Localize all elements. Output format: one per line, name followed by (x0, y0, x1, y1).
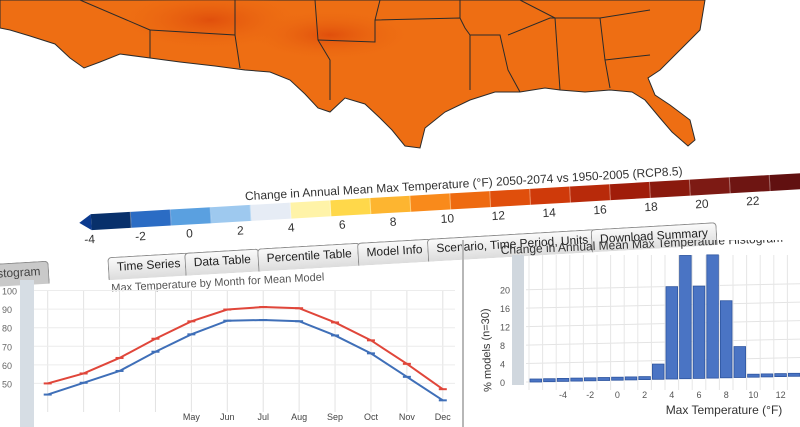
horizontal-gridline (525, 283, 800, 291)
y-tick-label: 100 (2, 287, 17, 297)
horizontal-gridline (525, 338, 800, 346)
color-scale-segment (330, 198, 372, 217)
y-tick-label: 20 (500, 286, 510, 296)
y-tick-label: 8 (500, 341, 505, 351)
x-tick-label: -4 (559, 390, 567, 400)
charts-area: Max Temperature by Month for Mean Model … (0, 240, 800, 427)
x-tick-label: 8 (724, 390, 729, 400)
color-scale-tick-label: 20 (694, 196, 709, 212)
x-tick-label: 2 (642, 390, 647, 400)
color-scale-segment (649, 179, 691, 198)
color-scale-tick-label: 12 (491, 208, 506, 224)
histogram-bar (665, 286, 679, 380)
y-tick-label: 90 (2, 305, 12, 315)
histogram-bar (556, 377, 570, 382)
series-line (47, 306, 444, 391)
color-scale-segment (729, 174, 771, 194)
x-tick-label: Oct (364, 412, 379, 422)
histogram-x-axis-label: Max Temperature (°F) (666, 403, 783, 417)
color-scale-segment (210, 204, 252, 224)
x-tick-label: 4 (669, 390, 674, 400)
histogram-bar (747, 373, 760, 378)
histogram-bar (760, 373, 774, 378)
color-scale-segment (250, 202, 292, 221)
temperature-change-histogram: Change in Annual Mean Max Temperature Hi… (480, 240, 800, 417)
color-scale-segment (689, 177, 731, 196)
x-tick-label: 6 (696, 390, 701, 400)
x-tick-label: Jul (257, 412, 269, 422)
x-tick-label: Aug (291, 412, 307, 422)
state-borders (79, 0, 651, 100)
x-tick-label: Dec (435, 412, 452, 422)
x-tick-label: 0 (615, 390, 620, 400)
color-scale-segment (170, 207, 212, 226)
color-scale-segment (130, 209, 172, 228)
x-tick-label: Nov (399, 412, 416, 422)
histogram-bar (692, 285, 706, 379)
y-tick-label: 12 (500, 323, 510, 333)
temperature-change-map (0, 0, 706, 149)
y-axis-band (512, 255, 524, 385)
horizontal-gridline (525, 320, 800, 328)
monthly-max-temperature-chart: Max Temperature by Month for Mean Model … (2, 271, 455, 427)
histogram-bar (774, 373, 787, 378)
panel-divider (462, 240, 464, 427)
histogram-bar (584, 377, 597, 382)
color-scale-tick-label: 6 (338, 217, 346, 232)
right-chart-title: Change in Annual Mean Max Temperature Hi… (500, 240, 783, 257)
x-tick-label: Sep (327, 412, 343, 422)
x-tick-label: Jun (220, 412, 235, 422)
histogram-bar (624, 376, 638, 381)
color-scale-segment (609, 181, 651, 201)
color-scale-segment (490, 188, 532, 208)
colorbar-min-arrow (78, 214, 92, 231)
histogram-bar (570, 377, 583, 382)
color-scale-segment (450, 191, 492, 210)
color-scale-tick-label: 8 (389, 214, 397, 229)
x-tick-label: May (183, 412, 201, 422)
color-scale-tick-label: 4 (287, 220, 296, 235)
color-scale-tick-label: 2 (236, 223, 245, 238)
color-scale-tick-label: 10 (440, 211, 455, 226)
left-chart-title: Max Temperature by Month for Mean Model (111, 271, 325, 294)
color-scale-segment (90, 211, 132, 231)
color-scale-segment (530, 186, 571, 205)
y-tick-label: 16 (500, 304, 510, 314)
color-scale-tick-label: 14 (542, 205, 557, 221)
histogram-bar (733, 346, 747, 378)
series-line (47, 319, 444, 402)
color-scale-segment (370, 195, 412, 214)
histogram-bar (638, 376, 651, 381)
color-scale-segment (570, 184, 611, 203)
y-tick-label: 4 (500, 360, 505, 370)
histogram-bar (679, 255, 692, 380)
x-tick-label: -2 (586, 390, 594, 400)
histogram-bar (529, 378, 543, 383)
histogram-y-axis-label: % models (n=30) (480, 308, 495, 392)
color-scale-segment (769, 172, 800, 191)
y-tick-label: 70 (2, 342, 12, 352)
y-axis-band (20, 280, 34, 427)
y-tick-label: 80 (2, 324, 12, 334)
histogram-bar (787, 372, 800, 377)
x-tick-label: 12 (776, 390, 786, 400)
histogram-bar (719, 300, 733, 379)
histogram-bar (651, 363, 665, 380)
histogram-bar (597, 377, 611, 381)
color-scale-tick-label: 0 (185, 226, 194, 241)
histogram-bar (706, 254, 719, 379)
color-scale-segment (290, 200, 332, 219)
y-tick-label: 50 (2, 379, 12, 389)
x-tick-label: 10 (748, 390, 758, 400)
y-tick-label: 60 (2, 361, 12, 371)
color-scale-tick-label: 16 (593, 202, 608, 218)
histogram-bar (543, 378, 556, 383)
y-tick-label: 0 (500, 378, 505, 388)
color-scale-tick-label: 18 (643, 199, 659, 215)
horizontal-gridline (525, 301, 800, 309)
color-scale-segment (410, 193, 452, 212)
histogram-bar (611, 376, 624, 381)
horizontal-gridline (525, 357, 800, 365)
color-scale-tick-label: 22 (745, 193, 760, 209)
